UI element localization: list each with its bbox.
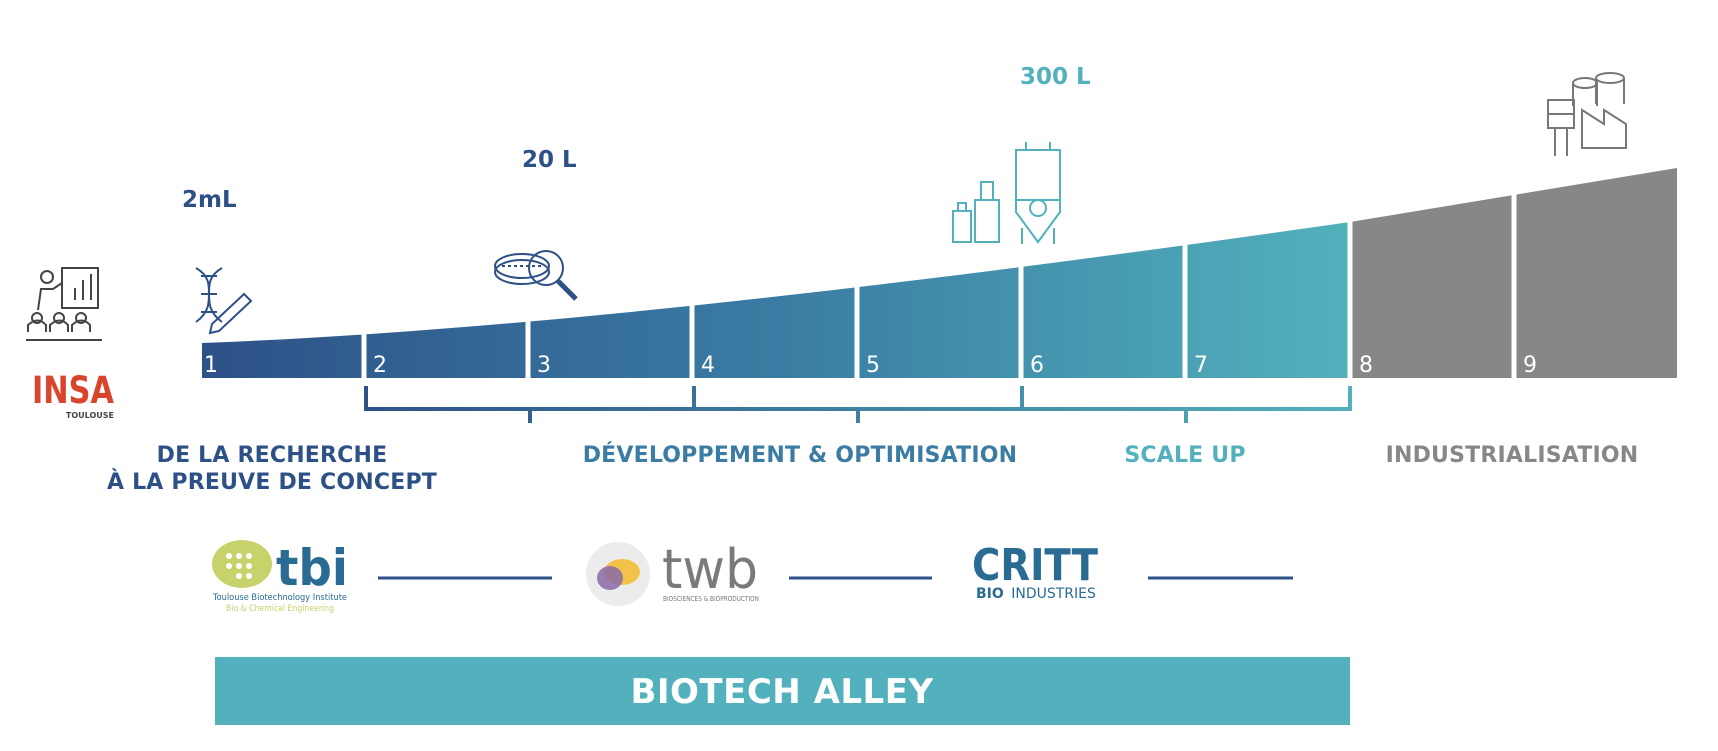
level-8: 8	[1359, 353, 1373, 378]
volume-label-20l: 20 L	[522, 147, 577, 173]
factory-icon	[1547, 72, 1627, 156]
trl-ramp: 1 2 3 4 5 6 7 8 9	[202, 168, 1677, 380]
presentation-icon	[26, 267, 102, 341]
volume-label-2ml: 2mL	[182, 187, 237, 213]
critt-logo-sub-text: INDUSTRIES	[1011, 586, 1096, 602]
critt-logo-name: CRITT	[972, 540, 1098, 591]
bioreactor-bottles-icon	[952, 142, 1061, 244]
dna-pencil-icon	[195, 267, 253, 335]
twb-logo: twb BIOSCIENCES & BIOPRODUCTION	[586, 538, 759, 606]
tbi-logo-line2: Bio & Chemical Engineering	[226, 604, 334, 614]
phase-research-line2: À LA PREUVE DE CONCEPT	[107, 469, 437, 495]
critt-logo-sub: BIO INDUSTRIES	[976, 586, 1096, 602]
level-9: 9	[1523, 353, 1537, 378]
tbi-logo-line1: Toulouse Biotechnology Institute	[212, 593, 347, 603]
twb-logo-sub: BIOSCIENCES & BIOPRODUCTION	[663, 595, 759, 603]
critt-logo: CRITT BIO INDUSTRIES	[972, 540, 1098, 602]
level-3: 3	[537, 353, 551, 378]
petri-dish-magnifier-icon	[494, 250, 578, 301]
level-4: 4	[701, 353, 715, 378]
insa-logo-sub: TOULOUSE	[66, 411, 114, 420]
biotech-alley-label: BIOTECH ALLEY	[630, 672, 933, 712]
twb-logo-name: twb	[662, 538, 758, 601]
volume-label-300l: 300 L	[1020, 64, 1091, 90]
insa-logo-name: INSA	[32, 369, 114, 412]
phase-development: DÉVELOPPEMENT & OPTIMISATION	[583, 442, 1018, 468]
tbi-logo-name: tbi	[276, 539, 348, 597]
insa-logo: INSA TOULOUSE	[32, 369, 114, 420]
biotech-alley-banner	[215, 657, 1350, 725]
critt-logo-sub-bold: BIO	[976, 586, 1004, 602]
phase-industrialisation: INDUSTRIALISATION	[1386, 443, 1639, 468]
ramp-colored	[202, 222, 1350, 378]
phase-bracket	[364, 386, 1352, 423]
level-1: 1	[204, 353, 218, 378]
level-5: 5	[866, 353, 880, 378]
level-2: 2	[373, 353, 387, 378]
phase-research-line1: DE LA RECHERCHE	[157, 443, 388, 468]
level-7: 7	[1194, 353, 1208, 378]
phase-scaleup: SCALE UP	[1124, 443, 1245, 468]
level-dividers	[361, 180, 1517, 380]
tbi-logo: tbi Toulouse Biotechnology Institute Bio…	[212, 539, 348, 614]
level-6: 6	[1030, 353, 1044, 378]
tbi-logo-mark	[212, 540, 272, 588]
